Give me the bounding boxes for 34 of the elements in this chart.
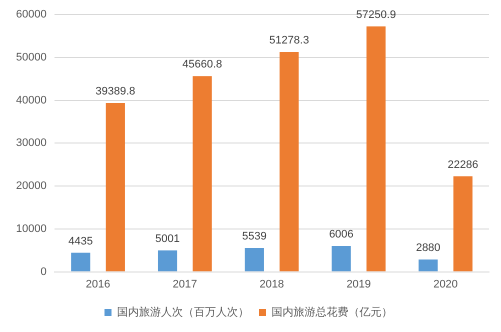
data-label: 57250.9 <box>356 8 396 21</box>
x-tick-label: 2016 <box>86 278 110 290</box>
y-tick-label: 60000 <box>16 8 47 21</box>
legend-label: 国内旅游人次（百万人次） <box>117 306 249 319</box>
data-label: 5539 <box>242 230 267 243</box>
data-label: 39389.8 <box>96 85 136 98</box>
data-label: 45660.8 <box>182 58 222 71</box>
y-tick-label: 20000 <box>16 180 47 192</box>
data-label: 51278.3 <box>269 34 310 47</box>
x-tick-label: 2020 <box>433 278 458 290</box>
bar <box>280 52 299 272</box>
data-label: 2880 <box>416 242 440 254</box>
bar <box>418 259 438 272</box>
data-label: 6006 <box>329 228 354 241</box>
bar <box>453 176 472 272</box>
x-tick-label: 2017 <box>172 278 198 290</box>
bar <box>366 26 386 272</box>
data-label: 5001 <box>155 232 180 245</box>
data-label: 4435 <box>68 235 93 248</box>
legend-label: 国内旅游总花费（亿元） <box>272 306 392 319</box>
y-tick-label: 40000 <box>16 94 47 106</box>
bar <box>71 252 90 272</box>
x-tick-label: 2018 <box>260 278 284 290</box>
y-tick-label: 50000 <box>16 52 47 64</box>
data-label: 22286 <box>448 158 478 171</box>
bar <box>106 102 125 272</box>
y-tick-label: 30000 <box>16 137 47 150</box>
bar <box>332 246 351 272</box>
y-tick-label: 0 <box>40 266 47 278</box>
x-tick-label: 2019 <box>346 278 371 290</box>
bar <box>244 248 264 272</box>
bar <box>158 250 178 272</box>
bar <box>192 76 212 272</box>
y-tick-label: 10000 <box>16 222 47 235</box>
